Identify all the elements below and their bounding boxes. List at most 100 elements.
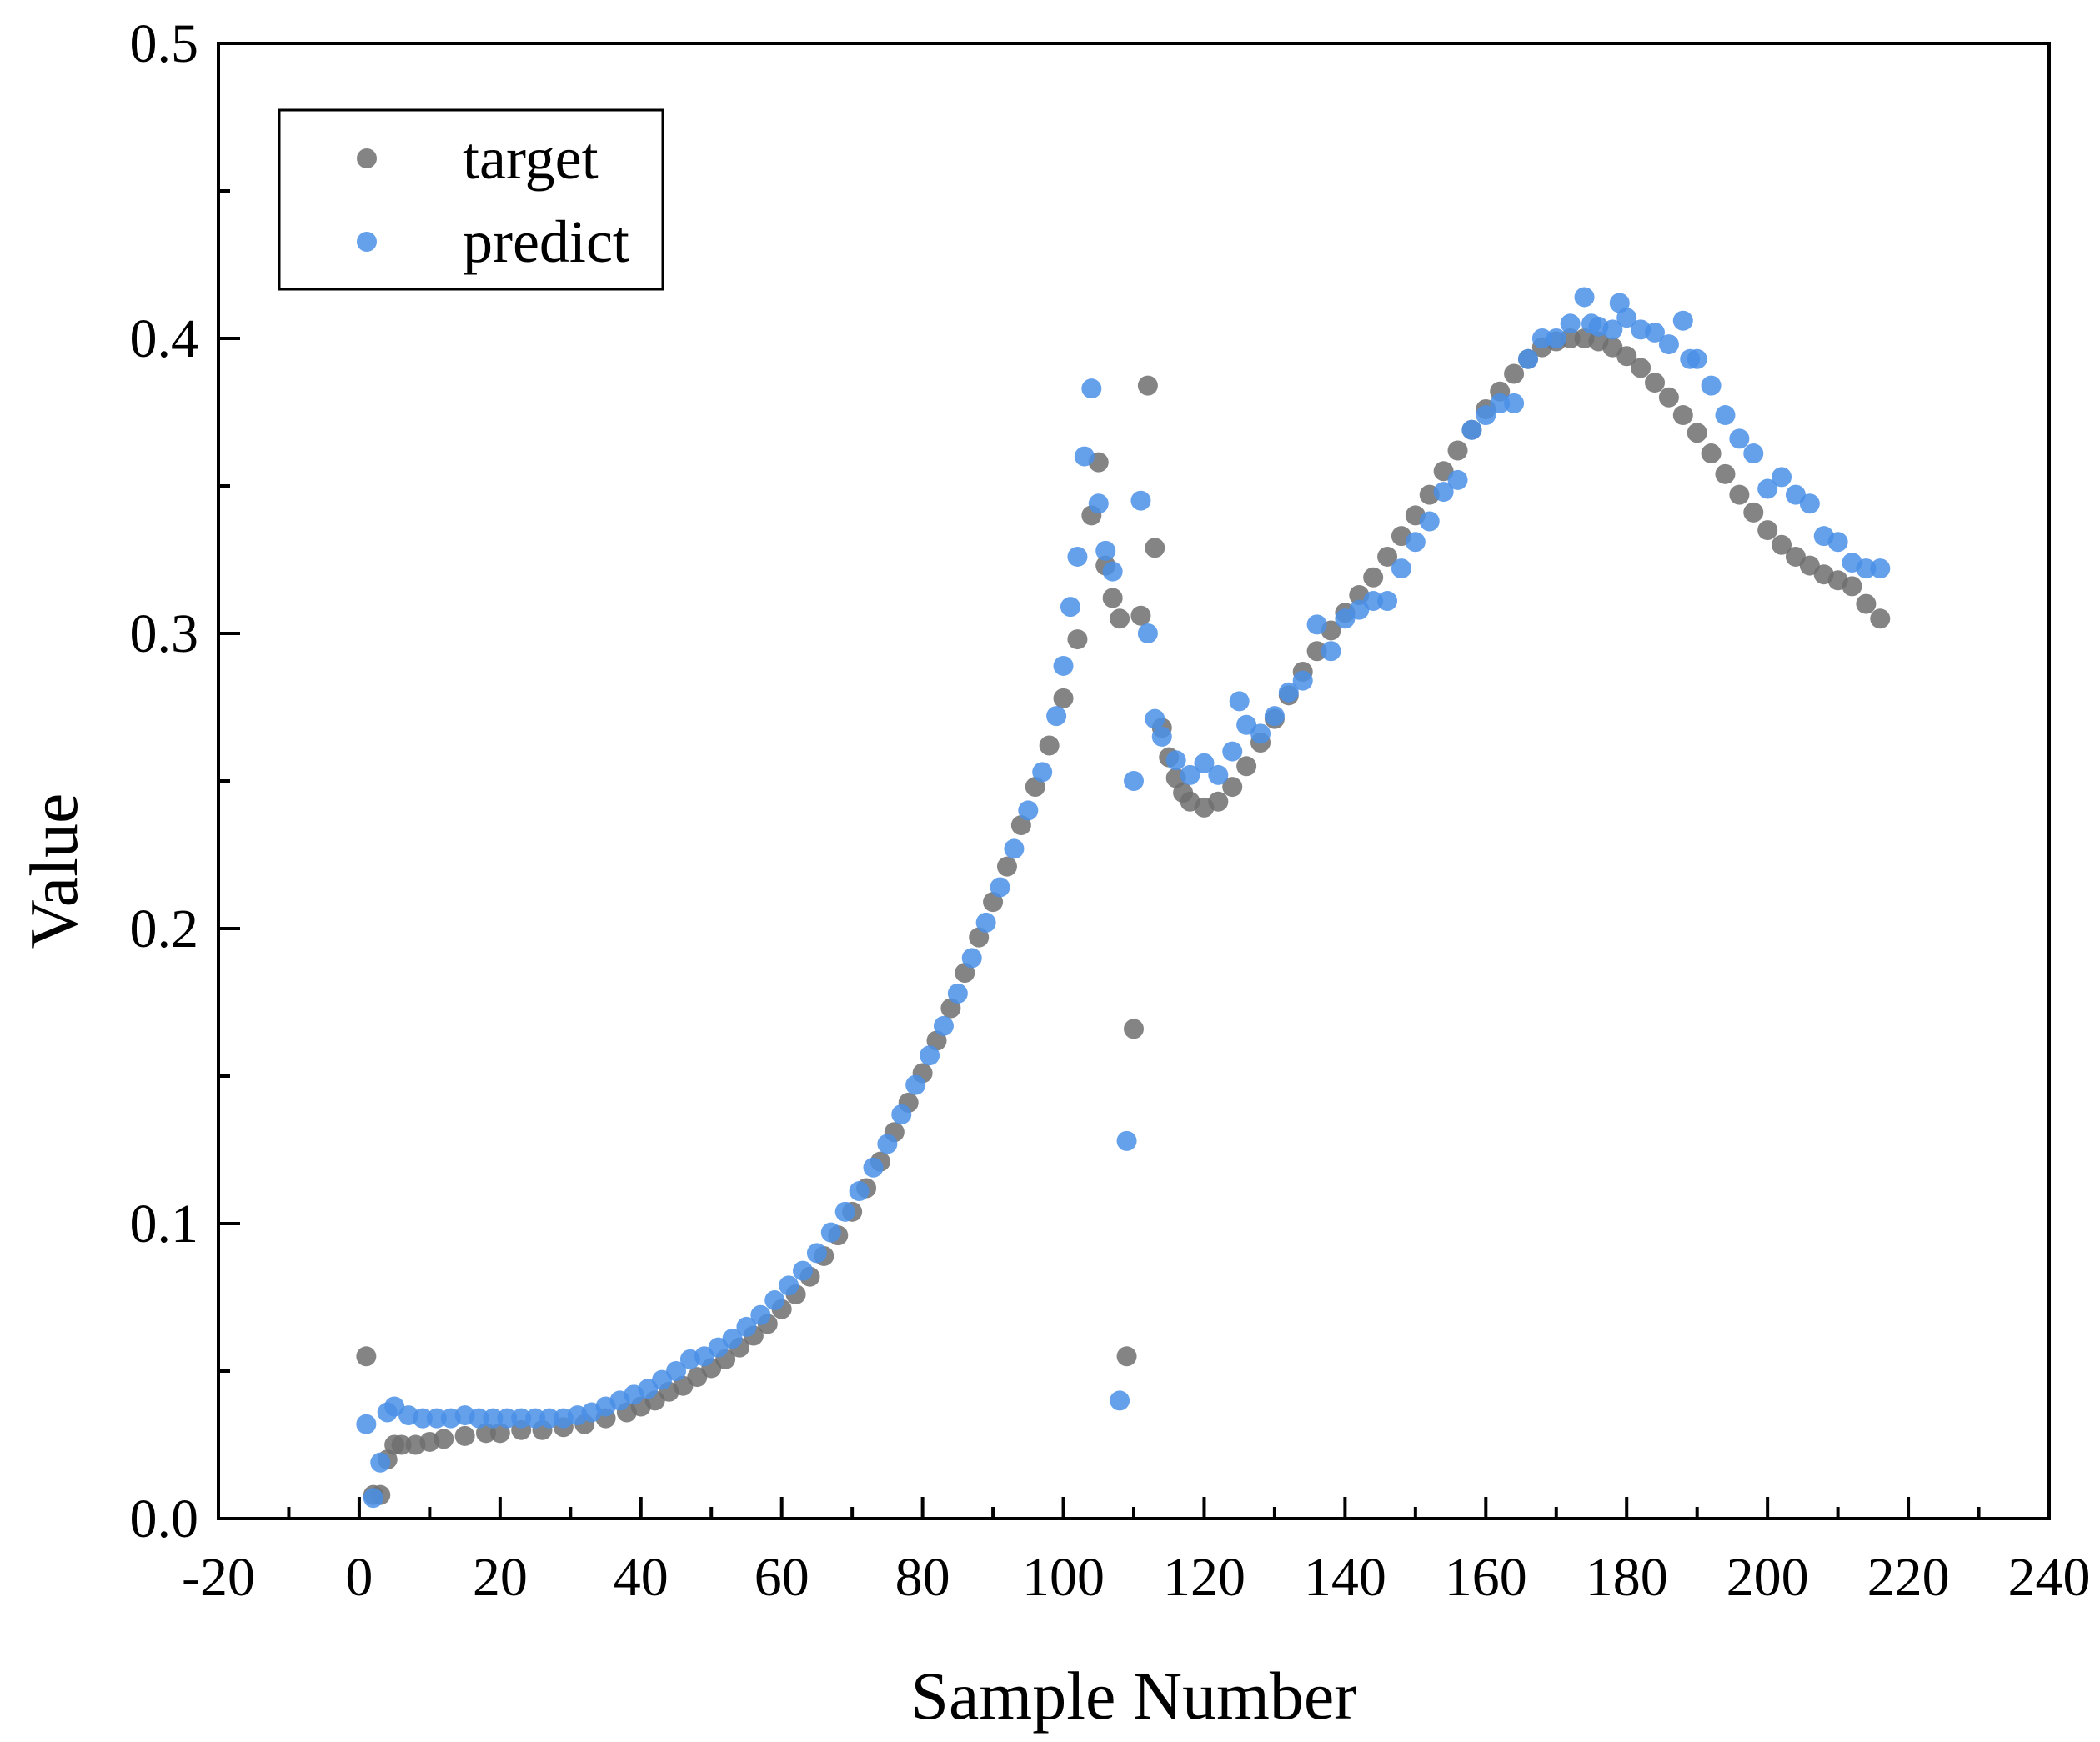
y-axis-title: Value bbox=[16, 793, 92, 949]
predict-point bbox=[1729, 428, 1750, 449]
target-point bbox=[1870, 608, 1891, 629]
predict-point bbox=[1560, 313, 1581, 334]
predict-point bbox=[1180, 764, 1200, 785]
legend-label-target: target bbox=[463, 125, 599, 192]
x-tick-label: 220 bbox=[1867, 1547, 1950, 1608]
predict-point bbox=[764, 1290, 785, 1311]
predict-point bbox=[1602, 319, 1623, 340]
predict-point bbox=[1137, 623, 1158, 643]
predict-point bbox=[1278, 682, 1299, 703]
legend-label-predict: predict bbox=[463, 208, 629, 275]
x-tick-label: 180 bbox=[1586, 1547, 1668, 1608]
predict-point bbox=[1405, 532, 1426, 553]
axes: -20 0 20 40 60 80 100 120 140 160 180 200 220 240 0.0 0… bbox=[130, 13, 2091, 1608]
predict-point bbox=[1490, 393, 1511, 413]
predict-point bbox=[1799, 493, 1820, 514]
x-tick-label: 20 bbox=[473, 1547, 528, 1608]
predict-point bbox=[779, 1275, 799, 1296]
target-point bbox=[1772, 534, 1792, 555]
predict-point bbox=[1306, 614, 1327, 635]
predict-point bbox=[511, 1408, 532, 1429]
predict-point bbox=[1250, 723, 1271, 744]
target-point bbox=[454, 1425, 475, 1446]
predict-point bbox=[1004, 838, 1025, 859]
target-point bbox=[1504, 363, 1525, 384]
predict-point bbox=[1743, 443, 1764, 464]
predict-point bbox=[1165, 750, 1186, 771]
legend-marker-target bbox=[357, 148, 377, 168]
predict-point bbox=[990, 877, 1010, 898]
predict-point bbox=[539, 1408, 559, 1429]
predict-point bbox=[1827, 532, 1848, 553]
predict-point bbox=[849, 1181, 870, 1202]
predict-point bbox=[1531, 328, 1552, 348]
target-point bbox=[1842, 576, 1862, 597]
x-tick-label: 0 bbox=[345, 1547, 373, 1608]
x-tick-label: 240 bbox=[2008, 1547, 2091, 1608]
x-tick-label: 160 bbox=[1445, 1547, 1527, 1608]
predict-point bbox=[1053, 655, 1074, 676]
predict-point bbox=[525, 1408, 546, 1429]
target-point bbox=[1757, 520, 1778, 541]
x-tick-label: 140 bbox=[1304, 1547, 1386, 1608]
target-point bbox=[356, 1346, 377, 1367]
predict-point bbox=[877, 1134, 898, 1154]
target-point bbox=[1053, 688, 1074, 708]
y-tick-label: 0.0 bbox=[130, 1489, 199, 1549]
predict-point bbox=[1222, 741, 1243, 762]
predict-point bbox=[1433, 482, 1454, 503]
target-point bbox=[1363, 567, 1384, 588]
target-point bbox=[1039, 735, 1060, 756]
predict-point bbox=[1130, 490, 1151, 511]
predict-point bbox=[1074, 446, 1095, 467]
predict-point bbox=[1476, 405, 1496, 426]
predict-point bbox=[1715, 405, 1736, 426]
predict-point bbox=[1194, 753, 1215, 773]
predict-point bbox=[666, 1361, 686, 1381]
predict-point bbox=[1095, 540, 1116, 561]
predict-point bbox=[1616, 308, 1637, 328]
legend-box bbox=[278, 108, 664, 291]
predict-point bbox=[363, 1488, 383, 1509]
predict-point bbox=[1870, 558, 1891, 579]
predict-point bbox=[1264, 706, 1285, 727]
x-axis-title: Sample Number bbox=[910, 1658, 1356, 1734]
x-tick-label: 100 bbox=[1022, 1547, 1105, 1608]
predict-point bbox=[1088, 493, 1109, 514]
predict-point bbox=[1377, 591, 1398, 612]
predict-point bbox=[1060, 597, 1080, 618]
predict-point bbox=[1363, 591, 1384, 612]
x-tick-label: 120 bbox=[1163, 1547, 1245, 1608]
target-point bbox=[1616, 346, 1637, 367]
predict-point bbox=[1292, 670, 1313, 691]
predict-point bbox=[1645, 322, 1666, 343]
target-point bbox=[1701, 443, 1722, 464]
legend-marker-predict bbox=[357, 232, 377, 252]
target-point bbox=[1116, 1346, 1137, 1367]
predict-point bbox=[1067, 546, 1088, 567]
predict-point bbox=[1032, 762, 1053, 783]
predict-point bbox=[1208, 764, 1229, 785]
predict-point bbox=[1145, 708, 1165, 729]
predict-point bbox=[1856, 558, 1877, 579]
predict-point bbox=[412, 1408, 433, 1429]
predict-point bbox=[1321, 641, 1341, 662]
predict-point bbox=[1124, 771, 1144, 791]
data-points bbox=[356, 287, 1891, 1509]
predict-point bbox=[1517, 348, 1538, 369]
predict-point bbox=[1672, 310, 1693, 331]
predict-point bbox=[750, 1304, 771, 1325]
predict-point bbox=[722, 1329, 743, 1349]
predict-point bbox=[793, 1260, 814, 1281]
target-point bbox=[1222, 777, 1243, 798]
predict-point bbox=[497, 1408, 518, 1429]
predict-point bbox=[483, 1408, 504, 1429]
target-point bbox=[1715, 463, 1736, 484]
target-point bbox=[391, 1434, 412, 1455]
target-point bbox=[1743, 502, 1764, 523]
predict-point bbox=[1116, 1130, 1137, 1151]
y-tick-label: 0.4 bbox=[130, 308, 199, 369]
y-tick-label: 0.5 bbox=[130, 13, 199, 74]
target-point bbox=[1645, 373, 1666, 393]
